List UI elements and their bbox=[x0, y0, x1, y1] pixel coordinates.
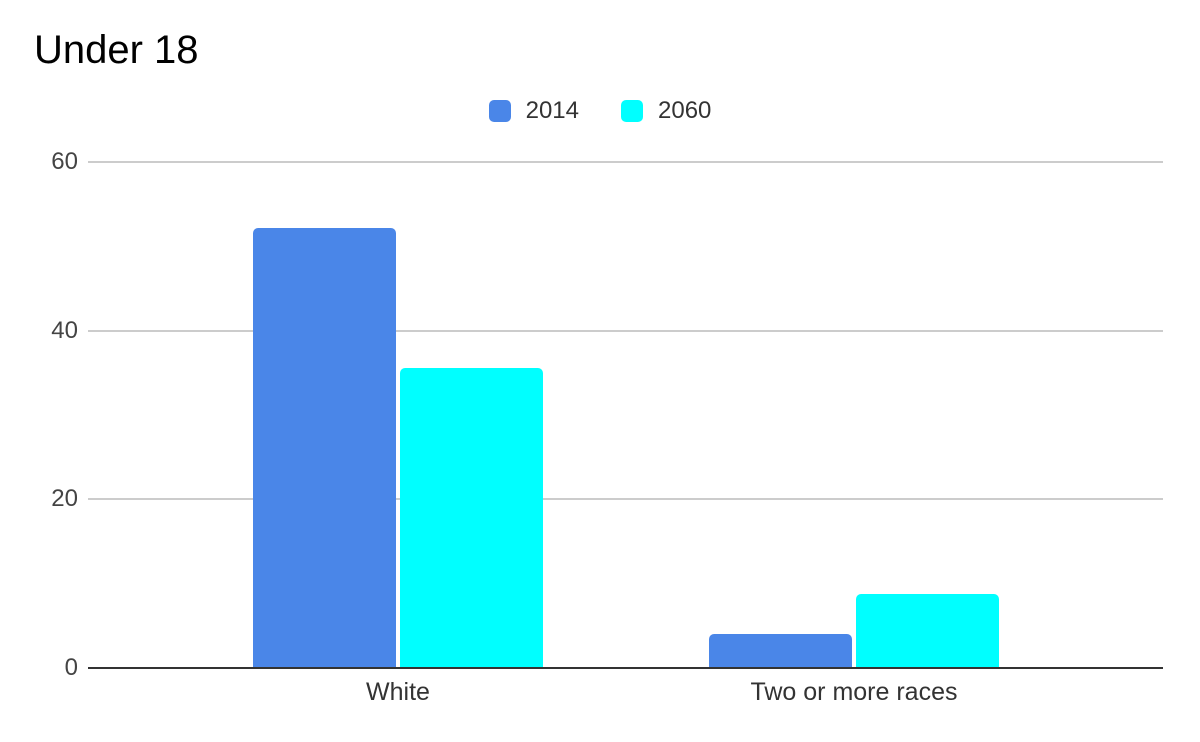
legend-swatch-icon bbox=[488, 100, 511, 122]
gridline-60 bbox=[88, 161, 1163, 163]
chart-title: Under 18 bbox=[34, 28, 199, 72]
legend-item-2060[interactable]: 2060 bbox=[621, 99, 711, 123]
legend-label: 2060 bbox=[658, 97, 712, 124]
bar-2014-white[interactable] bbox=[253, 227, 396, 668]
y-axis-tick-label: 0 bbox=[64, 654, 78, 681]
legend-item-2014[interactable]: 2014 bbox=[488, 97, 579, 124]
bar-2014-two-or-more-races[interactable] bbox=[709, 634, 852, 668]
y-axis-tick-label: 40 bbox=[51, 316, 78, 344]
legend-label: 2014 bbox=[525, 97, 579, 124]
bar-2060-two-or-more-races[interactable] bbox=[856, 593, 999, 668]
y-axis-tick-label: 20 bbox=[51, 485, 78, 513]
gridline-40 bbox=[88, 329, 1163, 332]
y-axis-tick-label: 60 bbox=[51, 148, 78, 175]
x-axis-label-white: White bbox=[366, 678, 430, 706]
gridline-20 bbox=[88, 498, 1163, 501]
legend: 2014 2060 bbox=[0, 99, 1200, 123]
gridline-0 bbox=[88, 667, 1163, 669]
bar-2060-white[interactable] bbox=[400, 367, 543, 668]
legend-swatch-icon bbox=[621, 100, 643, 122]
plot-area: 0 20 40 60 White Two or more races bbox=[51, 150, 1163, 706]
x-axis-label-two-or-more-races: Two or more races bbox=[750, 678, 958, 706]
